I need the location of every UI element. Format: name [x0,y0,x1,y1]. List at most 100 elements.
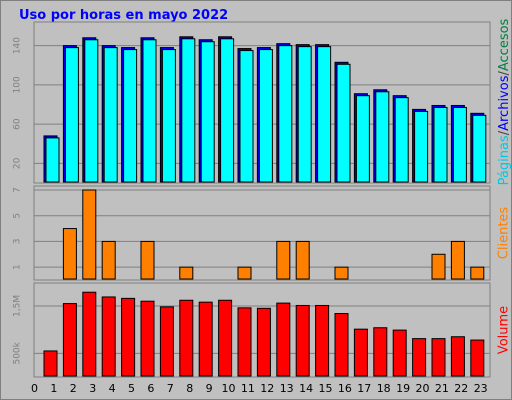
bar-pginas-6 [161,49,176,183]
bar-pginas-15 [336,63,351,183]
chart-title: Uso por horas en mayo 2022 [19,8,228,23]
bar-volume-17 [373,327,388,377]
x-tick-label: 5 [128,382,135,395]
bar-volume-21 [450,336,465,377]
bar-pginas-9 [220,38,235,183]
x-tick-label: 11 [241,382,255,395]
x-tick-label: 20 [416,382,430,395]
right-axis-labels: Páginas/Archivos/Accesos Clientes Volume [497,18,512,354]
x-tick-label: 4 [109,382,116,395]
bar-pginas-11 [258,49,273,183]
x-tick-label: 12 [260,382,274,395]
bar-volume-12 [276,302,291,377]
bar-clientes-22 [470,266,485,280]
x-tick-label: 2 [70,382,77,395]
bar-pginas-10 [239,50,254,183]
volume-panel: 500k 1,5M [13,282,491,378]
y-tick-label: 100 [13,76,23,93]
accesos-panel: 20 60 100 140 [13,21,491,184]
bar-pginas-14 [317,46,332,183]
bar-clientes-2 [82,189,97,280]
x-axis-labels: 0 1 2 3 4 5 6 7 8 9 10 11 12 13 14 15 16 17 18 19 20 21 22 23 [31,382,488,395]
bar-volume-14 [315,304,330,377]
panel-frame [33,282,491,378]
bar-clientes-5 [140,240,155,280]
bar-volume-8 [198,301,213,377]
y-tick-label: 1,5M [13,295,23,317]
bar-pginas-8 [200,41,215,183]
bar-pginas-2 [84,39,99,183]
right-label-top: Páginas/Archivos/Accesos [497,18,512,185]
y-tick-label: 140 [13,37,23,54]
bar-pginas-16 [355,95,370,183]
bar-clientes-10 [237,266,252,280]
x-tick-label: 16 [338,382,352,395]
bar-clientes-3 [101,240,116,280]
bar-clientes-15 [334,266,349,280]
bar-volume-19 [412,338,427,377]
bar-pginas-4 [123,49,138,183]
y-tick-label: 60 [13,118,23,130]
bar-pginas-7 [181,38,196,183]
bar-clientes-13 [295,240,310,280]
bar-pginas-3 [103,47,118,183]
bar-pginas-18 [394,97,409,183]
bar-clientes-1 [62,228,77,280]
clientes-panel: 1 3 5 7 [13,185,491,281]
bar-clientes-12 [276,240,291,280]
bar-clientes-20 [431,253,446,280]
bar-pginas-17 [375,91,390,183]
bar-pginas-20 [433,106,448,183]
bar-volume-1 [62,303,77,377]
bar-volume-5 [140,300,155,377]
bar-volume-11 [256,307,271,377]
y-tick-label: 20 [13,157,23,169]
y-tick-label: 3 [13,239,23,245]
x-tick-label: 18 [377,382,391,395]
bar-volume-4 [121,297,136,377]
x-tick-label: 14 [299,382,313,395]
x-tick-label: 23 [474,382,488,395]
bar-pginas-12 [278,45,293,183]
bar-volume-22 [470,339,485,377]
bar-volume-16 [353,328,368,377]
bar-volume-3 [101,296,116,377]
bar-pginas-0 [45,137,60,183]
x-tick-label: 15 [319,382,333,395]
bar-clientes-7 [179,266,194,280]
panel-frame [33,21,491,184]
x-tick-label: 7 [167,382,174,395]
x-tick-label: 8 [186,382,193,395]
x-tick-label: 10 [222,382,236,395]
x-tick-label: 22 [454,382,468,395]
bar-volume-9 [218,299,233,377]
bar-pginas-5 [142,39,157,183]
x-tick-label: 19 [396,382,410,395]
y-tick-label: 1 [13,264,23,270]
bar-volume-2 [82,291,97,377]
x-tick-label: 6 [147,382,154,395]
bar-volume-18 [392,329,407,377]
bar-volume-0 [43,350,58,377]
bar-pginas-1 [64,47,79,183]
panels: 20 60 100 140 1 3 5 7 500k 1,5M [13,21,491,378]
bar-volume-10 [237,307,252,377]
bar-volume-20 [431,338,446,377]
x-tick-label: 0 [31,382,38,395]
y-tick-label: 5 [13,213,23,219]
x-tick-label: 3 [89,382,96,395]
right-label-bottom: Volume [497,306,512,354]
x-tick-label: 9 [206,382,213,395]
bar-pginas-19 [414,110,429,183]
y-tick-label: 7 [13,187,23,193]
x-tick-label: 21 [435,382,449,395]
bar-clientes-21 [450,240,465,280]
bar-pginas-21 [452,106,467,183]
y-tick-label: 500k [13,341,23,364]
x-tick-label: 17 [357,382,371,395]
bar-volume-6 [159,306,174,377]
bar-pginas-22 [472,114,487,183]
x-tick-label: 13 [280,382,294,395]
bar-volume-7 [179,299,194,377]
